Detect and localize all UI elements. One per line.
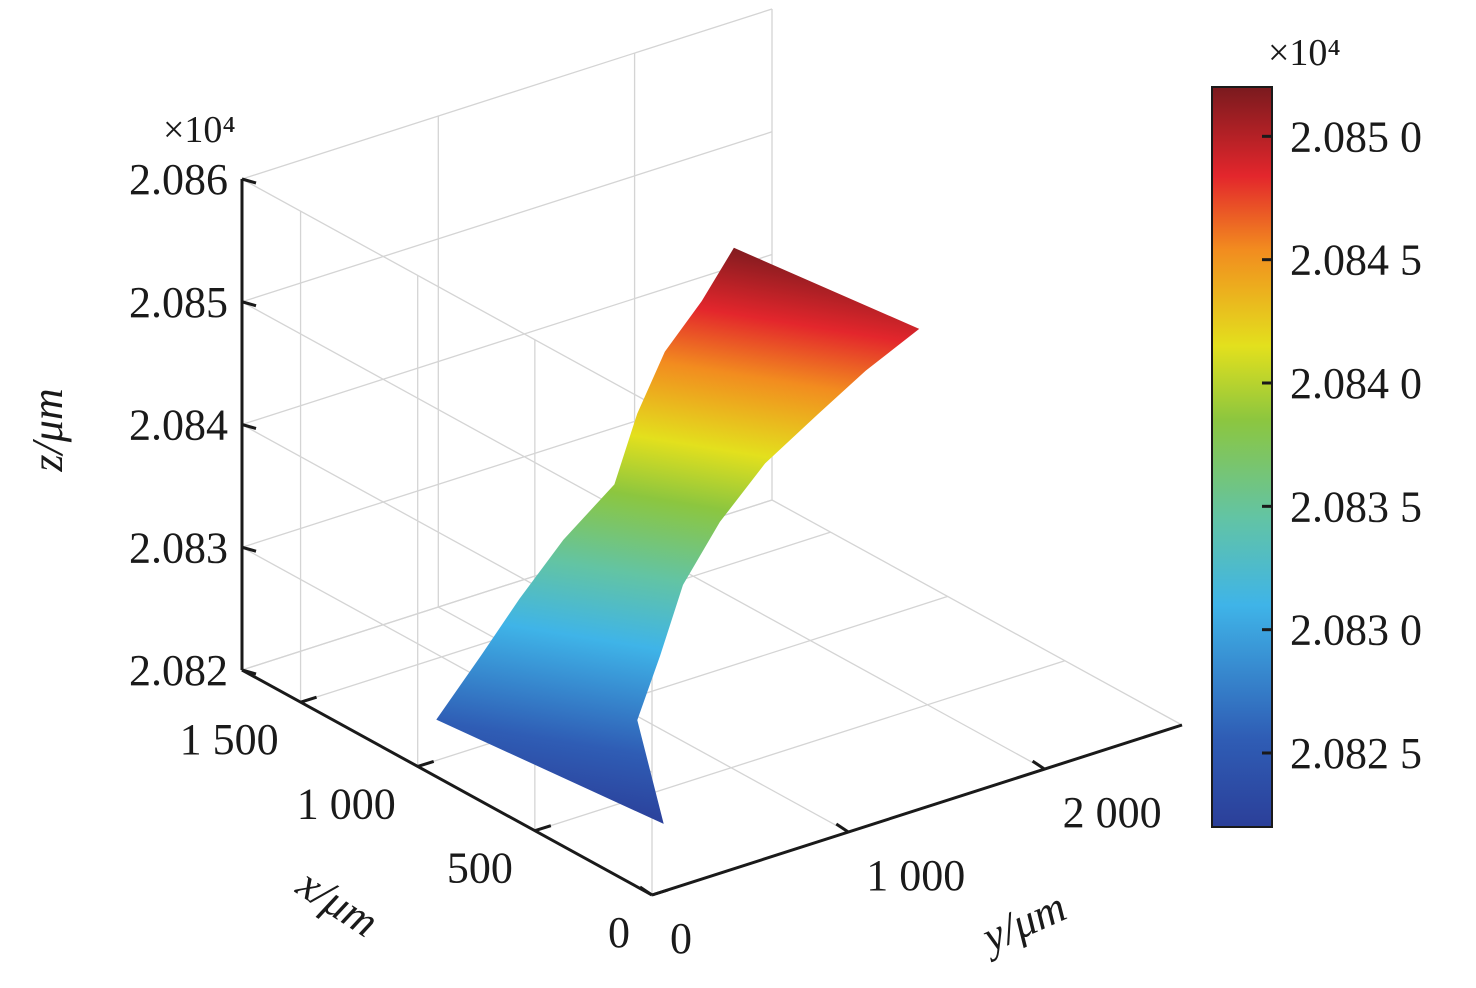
colorbar: 2.082 5 2.083 0 2.083 5 2.084 0 2.084 5 2.085… — [1211, 86, 1422, 828]
colorbar-bar — [1211, 86, 1273, 828]
y-axis-line — [651, 723, 1183, 897]
x-axis-line — [241, 668, 653, 897]
z-tick-label: 2.083 — [129, 523, 228, 572]
colorbar-tick-label: 2.085 0 — [1290, 112, 1422, 161]
colorbar-tick-label: 2.084 0 — [1290, 359, 1422, 408]
y-tick-label: 0 — [670, 914, 692, 963]
y-tick-label: 1 000 — [866, 851, 965, 900]
y-tick — [639, 885, 653, 897]
z-tick-label: 2.084 — [129, 401, 228, 450]
z-tick — [241, 423, 257, 430]
y-tick-label: 2 000 — [1063, 788, 1162, 837]
x-tick-label: 0 — [608, 908, 630, 957]
z-axis-label: z/μm — [23, 388, 72, 472]
z-tick — [241, 300, 257, 308]
x-tick — [300, 695, 318, 704]
colorbar-exponent-label: ×10⁴ — [1268, 32, 1341, 74]
colorbar-tick-label: 2.083 0 — [1290, 606, 1422, 655]
grid-line — [771, 499, 1183, 726]
surface-plot — [436, 247, 920, 824]
x-tick-label: 1 500 — [180, 715, 279, 764]
z-tick-label: 2.086 — [129, 155, 228, 204]
z-tick — [241, 668, 257, 676]
y-axis-label: y/μm — [971, 882, 1073, 963]
colorbar-tick-label: 2.082 5 — [1290, 729, 1422, 778]
z-tick-label: 2.085 — [129, 278, 228, 327]
x-tick-label: 500 — [447, 844, 513, 893]
tick-labels: 2.082 2.083 2.084 2.085 2.086 0 500 1 000 1 500 0… — [129, 155, 1162, 963]
x-tick-label: 1 000 — [297, 779, 396, 828]
y-tick — [835, 822, 850, 834]
grid-line — [634, 543, 1045, 770]
z-exponent-label: ×10⁴ — [163, 109, 236, 151]
x-axis-label: x/μm — [288, 858, 387, 946]
colorbar-tick-label: 2.084 5 — [1290, 236, 1422, 285]
surface-mesh — [436, 247, 920, 824]
z-tick — [241, 177, 257, 185]
x-tick — [651, 888, 669, 897]
x-tick — [534, 824, 552, 833]
y-tick — [1031, 759, 1046, 771]
colorbar-tick-label: 2.083 5 — [1290, 482, 1422, 531]
z-tick-label: 2.082 — [129, 646, 228, 695]
x-tick — [417, 759, 435, 768]
z-tick — [241, 545, 257, 553]
